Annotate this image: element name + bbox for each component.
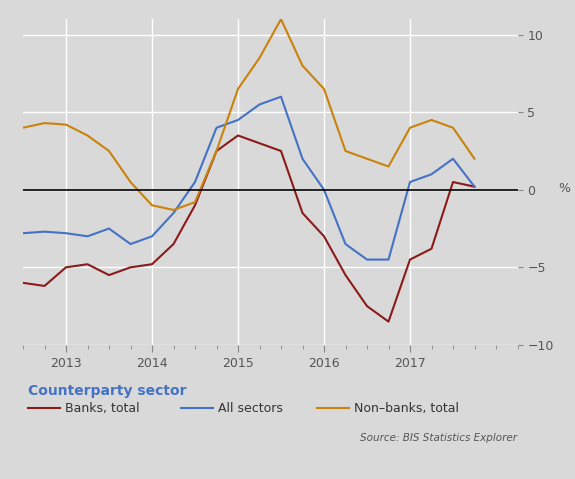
Text: All sectors: All sectors [218,402,283,415]
Text: Counterparty sector: Counterparty sector [28,384,186,398]
Y-axis label: %: % [559,182,571,195]
Text: Source: BIS Statistics Explorer: Source: BIS Statistics Explorer [361,433,518,443]
Text: Banks, total: Banks, total [65,402,140,415]
Text: Non–banks, total: Non–banks, total [354,402,459,415]
